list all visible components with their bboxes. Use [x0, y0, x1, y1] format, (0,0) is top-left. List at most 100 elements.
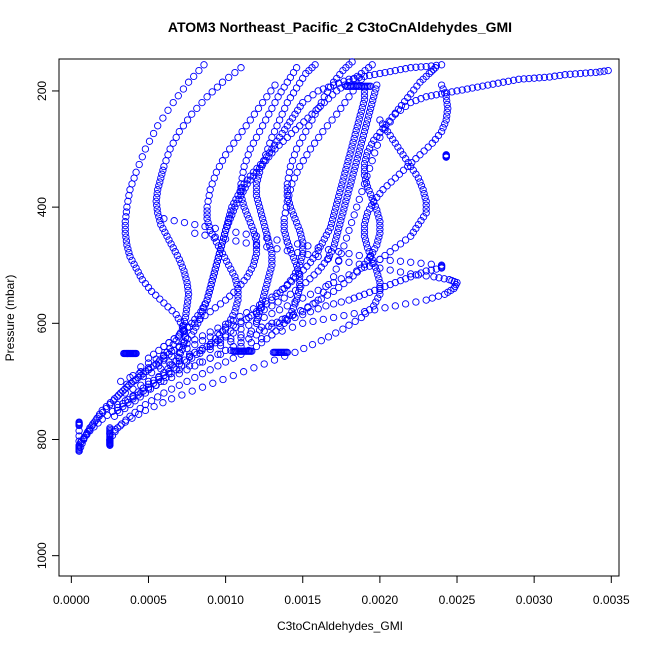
- data-point: [293, 168, 301, 176]
- data-point: [191, 340, 199, 349]
- data-point: [121, 389, 129, 397]
- data-point: [343, 193, 351, 202]
- data-point: [296, 162, 304, 171]
- data-point: [237, 325, 245, 333]
- data-point: [360, 88, 369, 96]
- data-point: [387, 178, 395, 186]
- data-point: [283, 348, 291, 357]
- data-point: [122, 213, 130, 221]
- data-point: [232, 323, 240, 331]
- data-point: [353, 268, 361, 276]
- data-point: [237, 331, 245, 339]
- data-point: [135, 160, 143, 169]
- data-point: [350, 211, 358, 219]
- data-point: [216, 350, 225, 358]
- data-point: [283, 122, 291, 130]
- data-point: [268, 133, 276, 142]
- data-point: [268, 293, 276, 301]
- data-point: [113, 403, 122, 412]
- data-point: [196, 349, 204, 357]
- data-point: [571, 70, 579, 78]
- data-point: [248, 222, 256, 231]
- data-point: [391, 174, 399, 182]
- data-point: [280, 294, 288, 302]
- data-point: [225, 261, 233, 269]
- data-point: [90, 418, 99, 426]
- data-point: [329, 287, 338, 296]
- data-point: [360, 224, 369, 233]
- data-point: [106, 399, 115, 407]
- data-point: [240, 203, 248, 211]
- data-point: [407, 273, 415, 281]
- data-point: [268, 302, 276, 310]
- data-point: [401, 65, 410, 73]
- data-point: [345, 276, 353, 284]
- data-point: [153, 205, 161, 213]
- data-point: [131, 376, 139, 385]
- data-point: [365, 288, 374, 296]
- data-point: [275, 306, 284, 314]
- data-point: [286, 73, 295, 82]
- data-point: [365, 205, 374, 213]
- data-point: [306, 145, 315, 153]
- data-point: [360, 308, 369, 316]
- data-point: [221, 226, 230, 235]
- data-point: [441, 89, 449, 97]
- data-point: [302, 278, 310, 287]
- data-point: [420, 189, 428, 198]
- data-point: [273, 122, 281, 130]
- data-point: [206, 308, 214, 316]
- data-point: [350, 294, 358, 302]
- data-point: [525, 74, 533, 83]
- data-point: [172, 133, 180, 142]
- data-point: [275, 116, 284, 124]
- data-point: [341, 98, 349, 107]
- data-point: [435, 274, 443, 282]
- data-point: [86, 427, 94, 435]
- data-point: [368, 140, 376, 148]
- data-point: [131, 408, 139, 417]
- data-point: [404, 162, 412, 171]
- data-point: [337, 185, 345, 193]
- data-point: [357, 107, 366, 115]
- data-point: [430, 273, 438, 281]
- data-point: [121, 404, 129, 413]
- data-point: [195, 66, 203, 75]
- data-point: [247, 311, 255, 320]
- data-point: [102, 402, 110, 411]
- data-point: [275, 141, 283, 149]
- data-point: [335, 224, 343, 233]
- data-point: [371, 89, 379, 97]
- data-point: [265, 238, 273, 246]
- data-point: [223, 222, 231, 231]
- data-point: [442, 153, 450, 161]
- data-point: [265, 273, 273, 281]
- data-point: [349, 170, 357, 178]
- data-point: [434, 292, 443, 300]
- data-point: [125, 191, 133, 200]
- data-point: [167, 370, 175, 378]
- data-point: [365, 306, 374, 314]
- data-point: [212, 168, 221, 176]
- data-point: [239, 368, 248, 376]
- data-point: [226, 145, 234, 153]
- data-point: [251, 234, 260, 242]
- data-point: [221, 358, 230, 366]
- data-point: [391, 278, 399, 287]
- data-point: [180, 327, 189, 335]
- data-point: [349, 138, 357, 146]
- data-point: [422, 205, 430, 213]
- data-point: [271, 98, 279, 107]
- data-point: [332, 204, 340, 212]
- data-point: [242, 239, 250, 247]
- data-point: [237, 184, 245, 192]
- data-point: [262, 284, 270, 293]
- data-point: [394, 143, 402, 151]
- data-point: [346, 150, 354, 158]
- data-point: [179, 122, 188, 130]
- data-point: [193, 350, 201, 358]
- data-point: [448, 88, 456, 96]
- data-point: [113, 406, 122, 415]
- data-point: [355, 195, 363, 204]
- data-point: [414, 220, 423, 229]
